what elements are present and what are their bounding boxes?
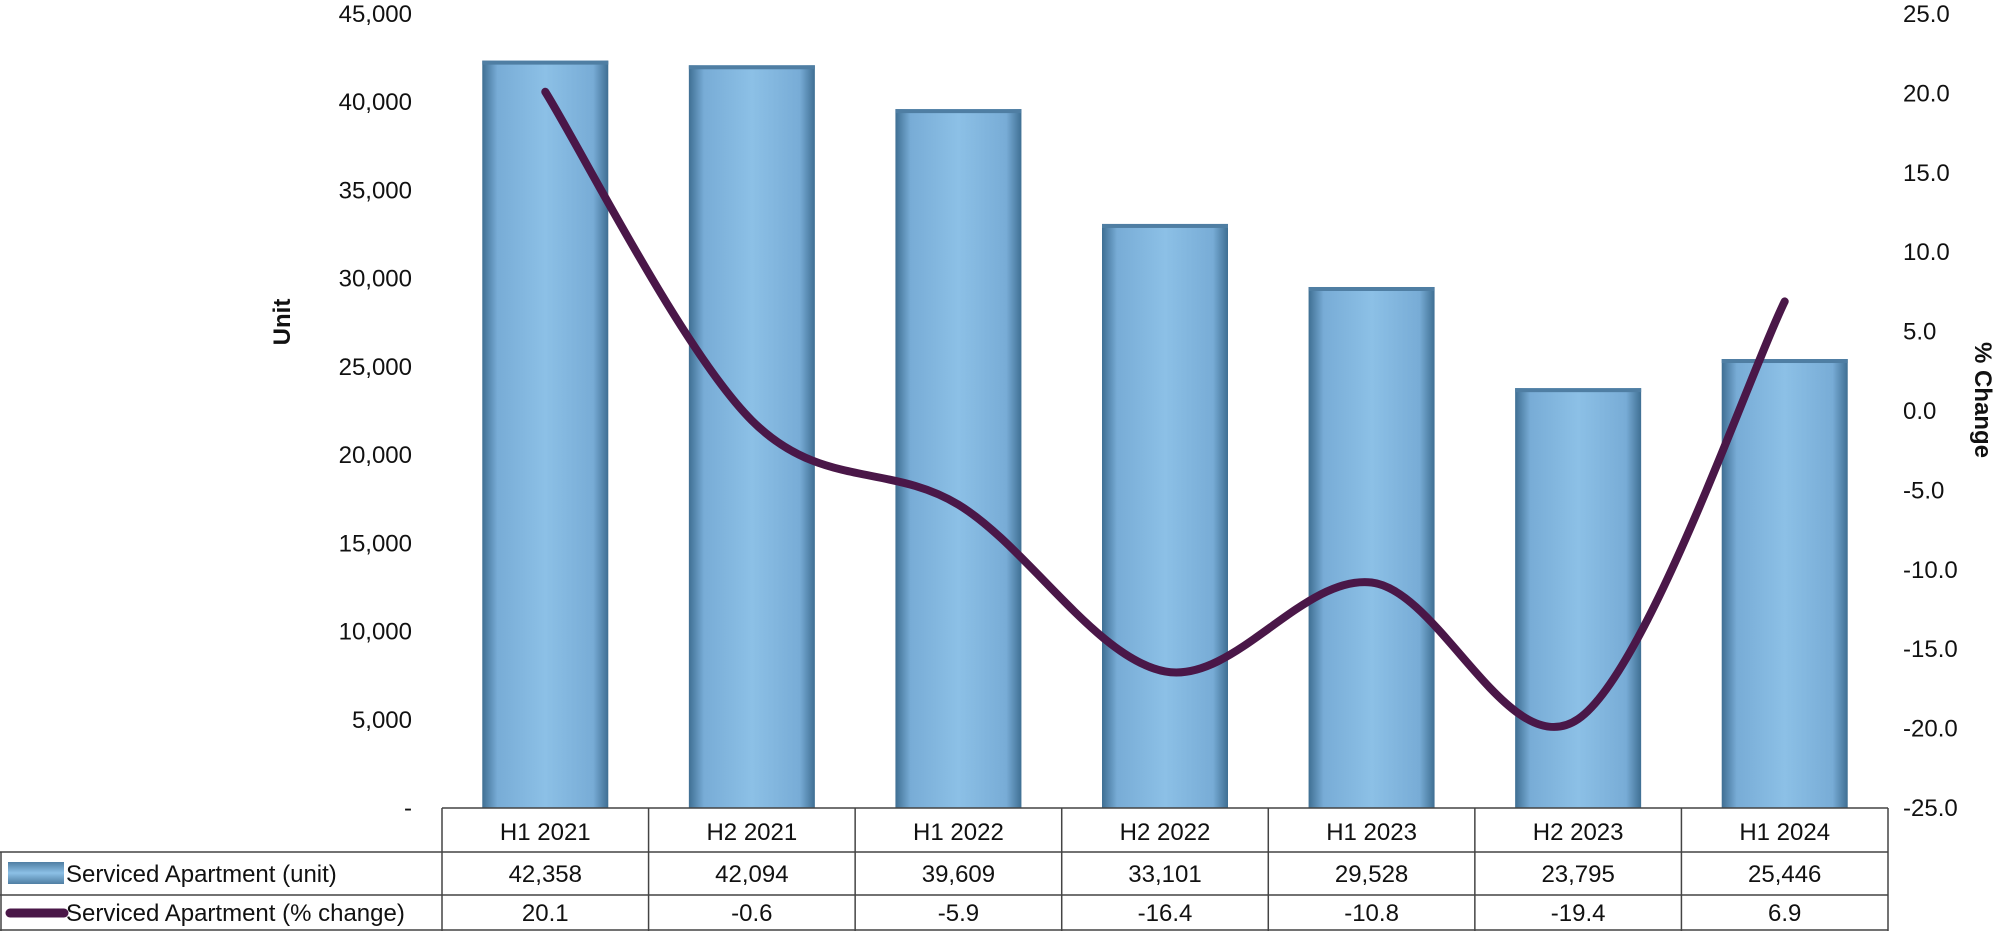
y-right-tick-label: -10.0 [1903, 557, 1958, 584]
table-cell-bar-value: 25,446 [1748, 861, 1821, 888]
y-left-tick-label: 30,000 [339, 266, 412, 293]
y-right-tick-label: -25.0 [1903, 795, 1958, 822]
table-cell-line-value: -16.4 [1138, 900, 1193, 927]
y-axis-right-title: % Change [1969, 342, 1996, 458]
table-cell-bar-value: 42,094 [715, 861, 788, 888]
table-cell-line-value: -10.8 [1344, 900, 1399, 927]
table-cell-line-value: 20.1 [522, 900, 569, 927]
data-table: H1 2021 H2 2021 H1 2022 H2 2022 H1 2023 H2 20… [0, 808, 1888, 931]
y-left-tick-label: 20,000 [339, 442, 412, 469]
y-left-tick-label: 40,000 [339, 89, 412, 116]
x-category-label: H1 2024 [1739, 819, 1830, 846]
x-category-label: H1 2022 [913, 819, 1004, 846]
y-left-tick-label: 45,000 [339, 1, 412, 28]
y-right-tick-label: 15.0 [1903, 160, 1950, 187]
x-category-label: H1 2021 [500, 819, 591, 846]
y-left-tick-label: 35,000 [339, 177, 412, 204]
y-left-tick-label: 15,000 [339, 530, 412, 557]
bar [1722, 359, 1848, 808]
bar-top-edge [1309, 287, 1435, 291]
legend-label-line: Serviced Apartment (% change) [66, 900, 405, 927]
table-cell-bar-value: 42,358 [509, 861, 582, 888]
y-right-tick-label: 5.0 [1903, 319, 1936, 346]
y-axis-right: -25.0 -20.0 -15.0 -10.0 -5.0 0.0 5.0 10.0 15.0 20… [1903, 1, 1958, 822]
bar [895, 109, 1021, 808]
table-cell-line-value: -19.4 [1551, 900, 1606, 927]
y-axis-left-title: Unit [269, 299, 296, 346]
x-category-label: H2 2021 [706, 819, 797, 846]
y-right-tick-label: -15.0 [1903, 636, 1958, 663]
legend-label-bar: Serviced Apartment (unit) [66, 861, 337, 888]
table-cell-bar-value: 33,101 [1128, 861, 1201, 888]
y-right-tick-label: 0.0 [1903, 398, 1936, 425]
y-right-tick-label: 10.0 [1903, 239, 1950, 266]
bar [689, 65, 815, 808]
bar-top-edge [1102, 224, 1228, 228]
x-category-label: H2 2023 [1533, 819, 1624, 846]
bar-top-edge [1722, 359, 1848, 363]
bar-top-edge [689, 65, 815, 69]
table-cell-line-value: 6.9 [1768, 900, 1801, 927]
y-axis-left: - 5,000 10,000 15,000 20,000 25,000 30,000 35,0… [339, 1, 412, 822]
y-left-tick-label: 10,000 [339, 619, 412, 646]
y-left-tick-label: 25,000 [339, 354, 412, 381]
bar [1102, 224, 1228, 808]
table-cell-bar-value: 23,795 [1541, 861, 1614, 888]
y-right-tick-label: -20.0 [1903, 716, 1958, 743]
y-left-tick-label: - [404, 795, 412, 822]
bar-series [482, 61, 1847, 808]
bar [1515, 388, 1641, 808]
x-category-label: H2 2022 [1120, 819, 1211, 846]
bar-top-edge [1515, 388, 1641, 392]
table-cell-line-value: -5.9 [938, 900, 979, 927]
bar [1309, 287, 1435, 808]
legend-swatch-bar [8, 862, 64, 884]
x-category-label: H1 2023 [1326, 819, 1417, 846]
bar-top-edge [482, 61, 608, 65]
table-cell-line-value: -0.6 [731, 900, 772, 927]
y-right-tick-label: 20.0 [1903, 80, 1950, 107]
y-left-tick-label: 5,000 [352, 707, 412, 734]
y-right-tick-label: -5.0 [1903, 477, 1944, 504]
table-cell-bar-value: 39,609 [922, 861, 995, 888]
bar-top-edge [895, 109, 1021, 113]
y-right-tick-label: 25.0 [1903, 1, 1950, 28]
table-cell-bar-value: 29,528 [1335, 861, 1408, 888]
